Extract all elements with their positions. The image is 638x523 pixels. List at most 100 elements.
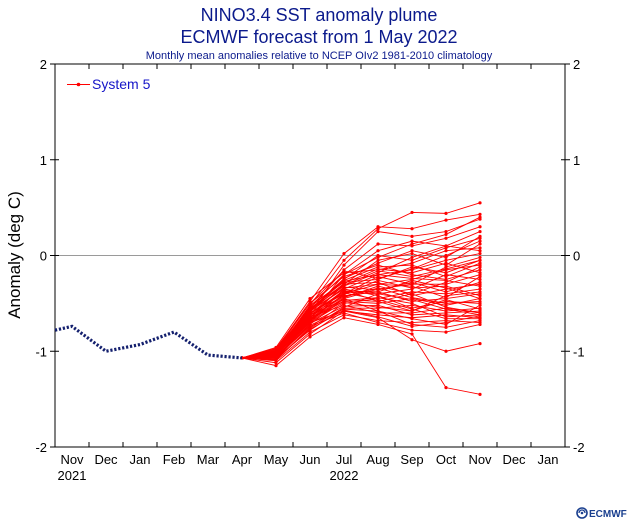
ensemble-point	[376, 290, 380, 294]
ensemble-point	[444, 274, 448, 279]
ensemble-point	[444, 258, 448, 262]
ensemble-point	[410, 338, 414, 342]
ensemble-point	[274, 364, 278, 368]
chart-subtitle-2: Monthly mean anomalies relative to NCEP …	[146, 50, 493, 62]
ensemble-point	[308, 304, 312, 308]
ensemble-point	[308, 301, 312, 305]
y-tick-label-left: 2	[40, 57, 47, 72]
ensemble-point	[274, 349, 278, 353]
ensemble-point	[342, 279, 346, 283]
chart-subtitle: ECMWF forecast from 1 May 2022	[180, 27, 457, 47]
ensemble-point	[478, 311, 482, 315]
ensemble-point	[376, 258, 380, 262]
y-tick-label-right: 1	[573, 153, 580, 168]
ensemble-point	[478, 392, 482, 396]
ensemble-member-line	[241, 231, 481, 359]
y-tick-label-right: -2	[573, 440, 585, 455]
ensemble-point	[478, 294, 482, 298]
ensemble-point	[478, 307, 482, 311]
y-tick-label-left: 1	[40, 153, 47, 168]
ensemble-member-line	[241, 317, 481, 395]
ensemble-point	[342, 258, 346, 262]
ensemble-point	[308, 313, 312, 317]
ensemble-point	[342, 295, 346, 299]
ensemble-point	[478, 296, 482, 301]
x-tick-label: Jan	[538, 452, 559, 467]
ensemble-point	[410, 271, 414, 275]
legend-marker	[76, 82, 81, 87]
ensemble-point	[342, 308, 346, 312]
ensemble-point	[444, 301, 448, 305]
ensemble-point	[376, 309, 380, 313]
ensemble-point	[478, 341, 482, 346]
ensemble-point	[444, 244, 448, 248]
x-tick-label: Apr	[232, 452, 253, 467]
ensemble-point	[410, 297, 414, 302]
chart-title: NINO3.4 SST anomaly plume	[201, 5, 438, 25]
ensemble-point	[444, 267, 448, 271]
y-tick-label-left: -1	[35, 344, 47, 359]
y-tick-label-right: -1	[573, 344, 585, 359]
x-tick-label: May	[264, 452, 289, 467]
ensemble-point	[478, 271, 482, 275]
ensemble-member-line	[241, 299, 481, 359]
ensemble-point	[478, 290, 482, 294]
ensemble-point	[478, 268, 482, 272]
ensemble-member-line	[241, 279, 481, 359]
x-tick-label: Jul	[336, 452, 353, 467]
ensemble-point	[478, 284, 482, 288]
x-axis: Nov Dec Jan Feb Mar Apr May Jun Jul Aug Sep Oct Nov D…	[54, 64, 566, 483]
ensemble-point	[410, 328, 414, 332]
ensemble-point	[478, 280, 482, 284]
ensemble-point	[376, 255, 380, 260]
ensemble-point	[444, 349, 448, 353]
ensemble-point	[478, 242, 482, 246]
ensemble-point	[342, 305, 346, 309]
ensemble-point	[274, 361, 278, 365]
ensemble-point	[478, 255, 482, 260]
ensemble-point	[410, 242, 414, 246]
ensemble-point	[478, 246, 482, 250]
ensemble-point	[444, 278, 448, 282]
x-tick-label: Jan	[130, 452, 151, 467]
ensemble-point	[410, 267, 414, 271]
ensemble-point	[410, 292, 414, 296]
ensemble-point	[376, 276, 380, 281]
ensemble-point	[478, 314, 482, 318]
ensemble-point	[410, 324, 414, 328]
ensemble-point	[342, 300, 346, 305]
ensemble-point	[308, 335, 312, 339]
ensemble-member-line	[241, 240, 481, 359]
ensemble-point	[444, 325, 448, 329]
ensemble-point	[478, 251, 482, 256]
x-tick-label: Nov	[468, 452, 492, 467]
y-axis-label: Anomaly (deg C)	[5, 191, 24, 319]
ensemble-point	[444, 229, 448, 234]
ensemble-point	[444, 211, 448, 215]
ensemble-point	[410, 309, 414, 313]
legend-label: System 5	[92, 76, 151, 92]
ensemble-point	[478, 274, 482, 279]
ensemble-point	[342, 251, 346, 256]
ensemble-point	[342, 263, 346, 267]
ensemble-point	[342, 286, 346, 290]
ensemble-point	[444, 290, 448, 294]
ensemble-point	[308, 323, 312, 327]
ecmwf-logo: ECMWF	[576, 507, 627, 520]
ensemble-point	[342, 297, 346, 302]
ensemble-point	[376, 261, 380, 265]
ensemble-member-line	[241, 310, 481, 364]
ensemble-point	[410, 255, 414, 260]
ensemble-point	[444, 218, 448, 222]
ensemble-point	[410, 313, 414, 317]
ensemble-point	[478, 303, 482, 307]
ensemble-point	[410, 227, 414, 231]
ensemble-point	[444, 261, 448, 265]
ensemble-members	[240, 201, 482, 396]
ensemble-point	[376, 286, 380, 290]
ecmwf-logo-text: ECMWF	[589, 509, 627, 520]
x-year-label: 2022	[330, 468, 359, 483]
y-axis: -2 -2 -1 -1 0 0 1 1 2 2	[35, 57, 584, 455]
ensemble-point	[478, 239, 482, 243]
